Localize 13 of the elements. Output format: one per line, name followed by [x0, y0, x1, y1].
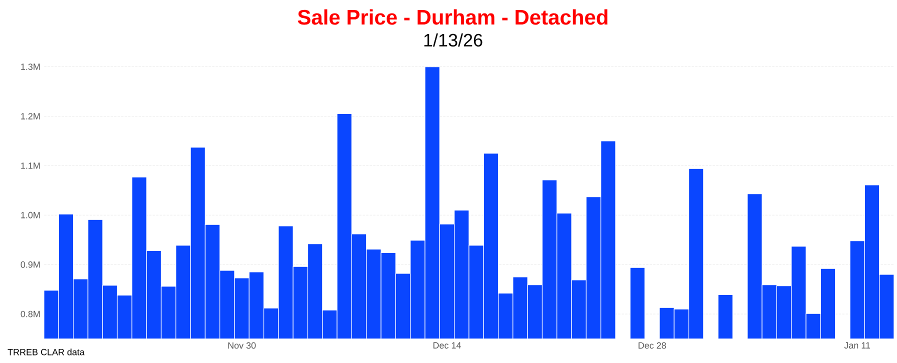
x-tick-label: Nov 30 — [228, 342, 256, 349]
text: TRREB CLAR data — [8, 348, 85, 356]
y-tick-label: 1.1M — [21, 162, 40, 169]
x-tick-label: Dec 28 — [638, 342, 666, 349]
x-tick-label: Dec 14 — [433, 342, 461, 349]
x-tick-label: Jan 11 — [844, 342, 870, 349]
y-tick-label: 0.8M — [20, 310, 40, 318]
y-tick-label: 1.3M — [21, 64, 40, 70]
chart-title: Sale Price - Durham - Detached — [298, 9, 608, 25]
chart-subtitle: 1/13/26 — [424, 33, 482, 47]
y-tick-label: 1.2M — [21, 113, 40, 120]
y-tick-label: 1.0M — [21, 212, 40, 218]
y-tick-label: 0.9M — [20, 261, 40, 268]
